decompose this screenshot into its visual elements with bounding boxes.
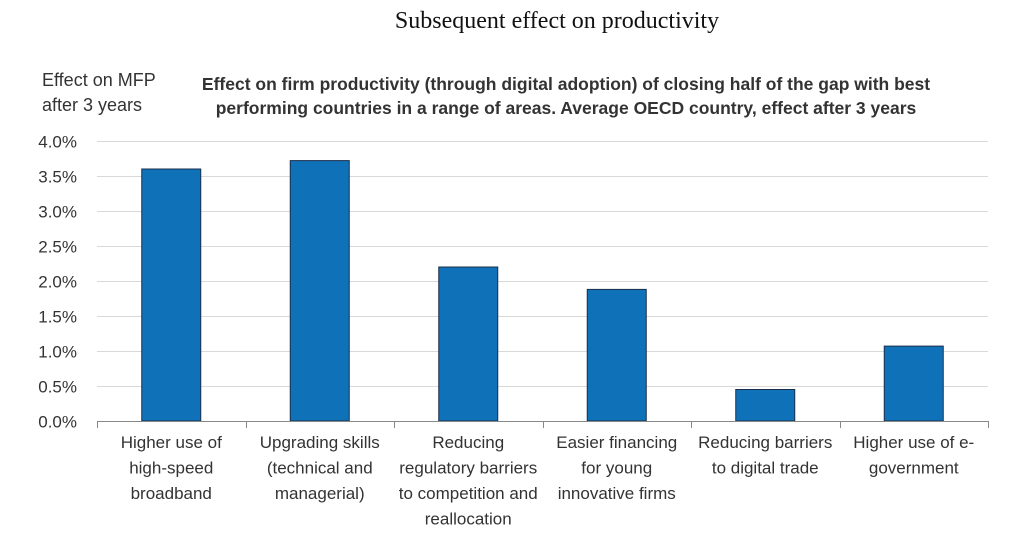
category-label: for young xyxy=(581,459,652,478)
y-tick-label: 0.5% xyxy=(38,378,77,397)
y-axis-title-line-1: Effect on MFP xyxy=(42,70,156,90)
category-label: regulatory barriers xyxy=(399,459,537,478)
y-tick-label: 3.5% xyxy=(38,168,77,187)
chart-title: Effect on firm productivity (through dig… xyxy=(176,72,956,120)
category-label: Reducing xyxy=(432,433,504,452)
category-label: (technical and xyxy=(267,459,373,478)
y-tick-label: 1.5% xyxy=(38,308,77,327)
category-label: to digital trade xyxy=(712,459,819,478)
category-label: reallocation xyxy=(425,510,512,529)
category-label: Higher use of e- xyxy=(853,433,974,452)
bar xyxy=(141,168,202,422)
y-tick-label: 3.0% xyxy=(38,203,77,222)
y-tick-label: 1.0% xyxy=(38,343,77,362)
x-axis xyxy=(97,421,989,428)
bar xyxy=(883,345,944,422)
y-tick-label: 0.0% xyxy=(38,413,77,432)
category-labels: Higher use of high-speed broadband Upgradin… xyxy=(121,433,975,529)
category-label: Upgrading skills xyxy=(260,433,380,452)
category-label: Easier financing xyxy=(556,433,677,452)
bar xyxy=(735,389,796,422)
bars xyxy=(141,160,944,422)
y-axis-title: Effect on MFP after 3 years xyxy=(42,68,156,118)
category-label: broadband xyxy=(131,484,212,503)
page-title: Subsequent effect on productivity xyxy=(394,8,720,34)
category-label: to competition and xyxy=(399,484,538,503)
bar xyxy=(586,288,647,422)
bar xyxy=(438,266,499,422)
category-label: Higher use of xyxy=(121,433,222,452)
category-label: high-speed xyxy=(129,459,213,478)
y-axis-title-line-2: after 3 years xyxy=(42,95,143,115)
chart-title-line-1: Effect on firm productivity (through dig… xyxy=(201,74,931,94)
y-tick-label: 4.0% xyxy=(38,133,77,152)
category-label: government xyxy=(869,459,959,478)
chart-title-line-2: performing countries in a range of areas… xyxy=(215,98,917,118)
y-axis-ticks: 0.0% 0.5% 1.0% 1.5% 2.0% 2.5% 3.0% 3.5% 4.0% xyxy=(38,133,77,432)
category-label: innovative firms xyxy=(558,484,676,503)
y-tick-label: 2.5% xyxy=(38,238,77,257)
y-tick-label: 2.0% xyxy=(38,273,77,292)
category-label: managerial) xyxy=(275,484,365,503)
category-label: Reducing barriers xyxy=(698,433,832,452)
bar xyxy=(289,160,350,422)
gridlines xyxy=(97,141,988,387)
